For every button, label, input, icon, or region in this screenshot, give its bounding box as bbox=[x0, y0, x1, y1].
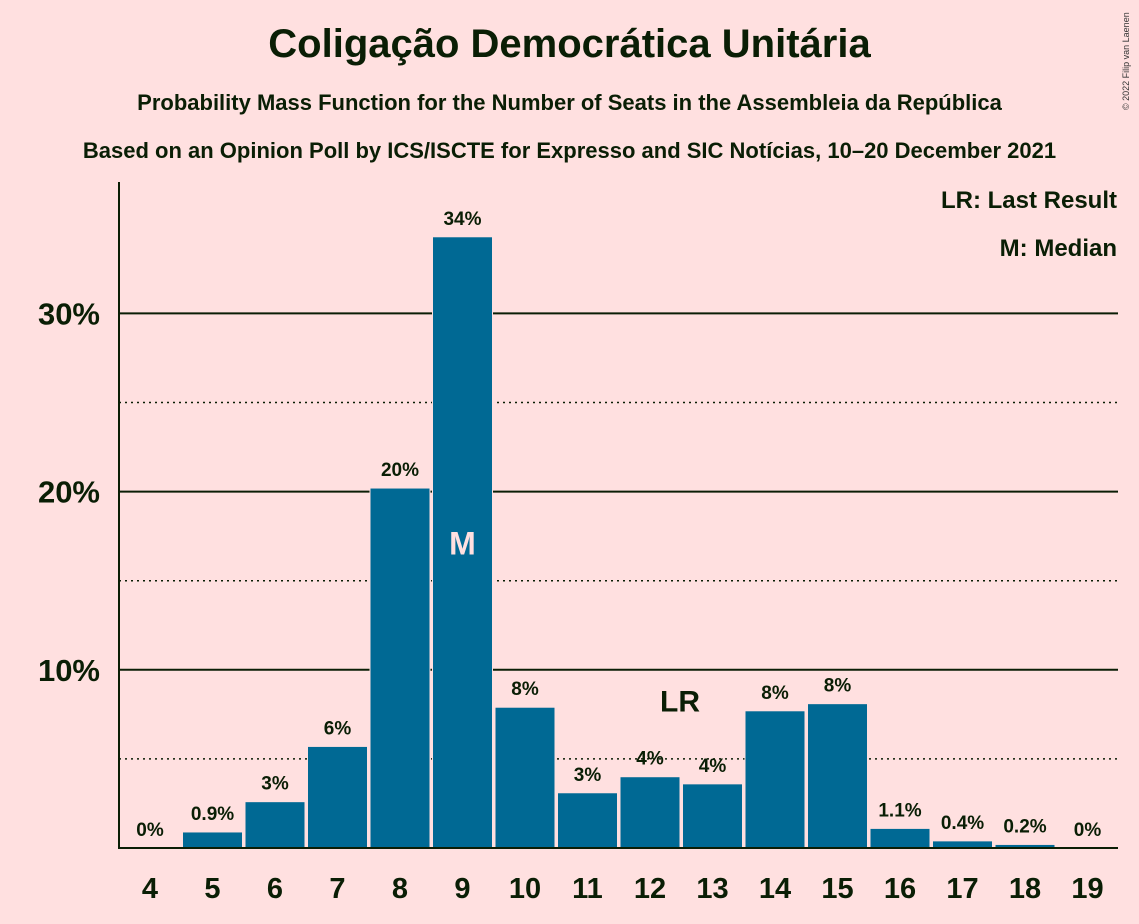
data-label: 1.1% bbox=[878, 800, 921, 821]
bar bbox=[307, 745, 368, 849]
bar bbox=[744, 710, 806, 849]
x-tick-label: 8 bbox=[392, 873, 408, 905]
chart-subtitle-source: Based on an Opinion Poll by ICS/ISCTE fo… bbox=[82, 138, 1057, 163]
data-label: 8% bbox=[761, 683, 789, 704]
data-label: 0% bbox=[1074, 820, 1102, 841]
data-label: 4% bbox=[636, 749, 664, 770]
chart-subtitle: Probability Mass Function for the Number… bbox=[137, 90, 1002, 115]
legend-entry: M: Median bbox=[1000, 235, 1117, 262]
bar bbox=[682, 783, 743, 849]
y-tick-label: 20% bbox=[38, 475, 100, 510]
data-label: 8% bbox=[824, 676, 852, 697]
x-tick-label: 16 bbox=[884, 873, 916, 905]
data-label: 34% bbox=[443, 209, 481, 230]
bar bbox=[807, 703, 868, 849]
x-tick-label: 14 bbox=[759, 873, 791, 905]
bar bbox=[182, 831, 243, 849]
bar bbox=[432, 236, 493, 849]
x-tick-label: 15 bbox=[821, 873, 853, 905]
bar bbox=[869, 827, 931, 849]
x-tick-label: 6 bbox=[267, 873, 283, 905]
x-tick-label: 13 bbox=[696, 873, 728, 905]
x-tick-label: 18 bbox=[1009, 873, 1041, 905]
data-label: 6% bbox=[324, 718, 352, 739]
data-label: 20% bbox=[381, 460, 419, 481]
x-tick-label: 5 bbox=[204, 873, 220, 905]
y-tick-label: 30% bbox=[38, 296, 100, 331]
x-tick-label: 17 bbox=[946, 873, 978, 905]
bar bbox=[494, 706, 556, 849]
y-tick-label: 10% bbox=[38, 653, 100, 688]
data-label: 0.9% bbox=[191, 804, 234, 825]
x-tick-label: 7 bbox=[329, 873, 345, 905]
bar bbox=[619, 776, 681, 849]
bar bbox=[932, 840, 993, 849]
x-tick-label: 19 bbox=[1071, 873, 1103, 905]
data-label: 3% bbox=[574, 765, 602, 786]
bar bbox=[244, 801, 306, 849]
data-label: 3% bbox=[261, 774, 289, 795]
bar bbox=[557, 792, 618, 849]
data-label: 0.2% bbox=[1003, 816, 1046, 837]
x-tick-label: 12 bbox=[634, 873, 666, 905]
median-marker: M bbox=[449, 525, 476, 561]
data-label: 4% bbox=[699, 756, 727, 777]
chart-title: Coligação Democrática Unitária bbox=[268, 22, 871, 66]
data-label: 0% bbox=[136, 820, 164, 841]
x-tick-label: 10 bbox=[509, 873, 541, 905]
data-label: 0.4% bbox=[941, 813, 984, 834]
x-tick-label: 11 bbox=[572, 873, 603, 905]
data-label: 8% bbox=[511, 679, 539, 700]
legend-entry: LR: Last Result bbox=[941, 187, 1117, 214]
x-tick-label: 4 bbox=[142, 873, 158, 905]
x-tick-label: 9 bbox=[454, 873, 470, 905]
last-result-marker: LR bbox=[660, 686, 700, 719]
bar bbox=[369, 487, 431, 849]
